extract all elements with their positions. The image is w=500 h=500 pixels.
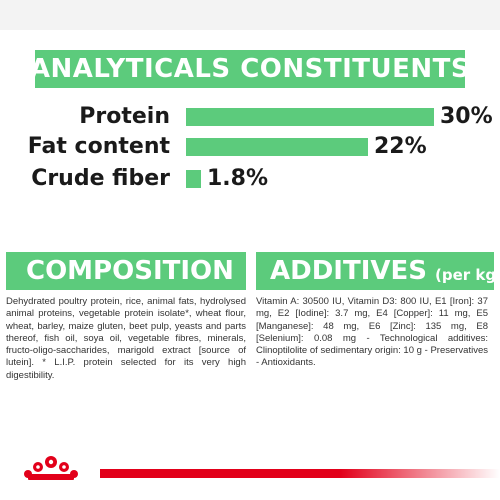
constituent-bar <box>186 138 368 156</box>
top-background <box>0 0 500 30</box>
constituent-row-fat: Fat content 22% <box>0 132 500 162</box>
constituent-bar <box>186 170 201 188</box>
additives-text: Vitamin A: 30500 IU, Vitamin D3: 800 IU,… <box>256 296 488 369</box>
additives-title: ADDITIVES <box>270 256 427 286</box>
constituent-row-fiber: Crude fiber 1.8% <box>0 164 500 194</box>
constituent-row-protein: Protein 30% <box>0 102 500 132</box>
footer-red-line <box>100 469 500 478</box>
composition-title: COMPOSITION <box>26 256 234 286</box>
constituent-label: Crude fiber <box>31 166 170 191</box>
analytics-title: ANALYTICALS CONSTITUENTS <box>35 54 465 84</box>
constituent-bar <box>186 108 434 126</box>
constituent-value: 22% <box>374 134 427 159</box>
composition-text: Dehydrated poultry protein, rice, animal… <box>6 296 246 381</box>
additives-subtitle: (per kg) <box>434 266 494 284</box>
constituent-label: Fat content <box>27 134 170 159</box>
royal-canin-crown-icon <box>24 456 78 480</box>
constituent-value: 1.8% <box>207 166 269 191</box>
composition-header: COMPOSITION <box>6 252 246 290</box>
additives-header: ADDITIVES (per kg) <box>256 252 494 290</box>
constituent-value: 30% <box>440 104 493 129</box>
constituent-label: Protein <box>79 104 170 129</box>
analytics-header: ANALYTICALS CONSTITUENTS <box>35 50 465 88</box>
